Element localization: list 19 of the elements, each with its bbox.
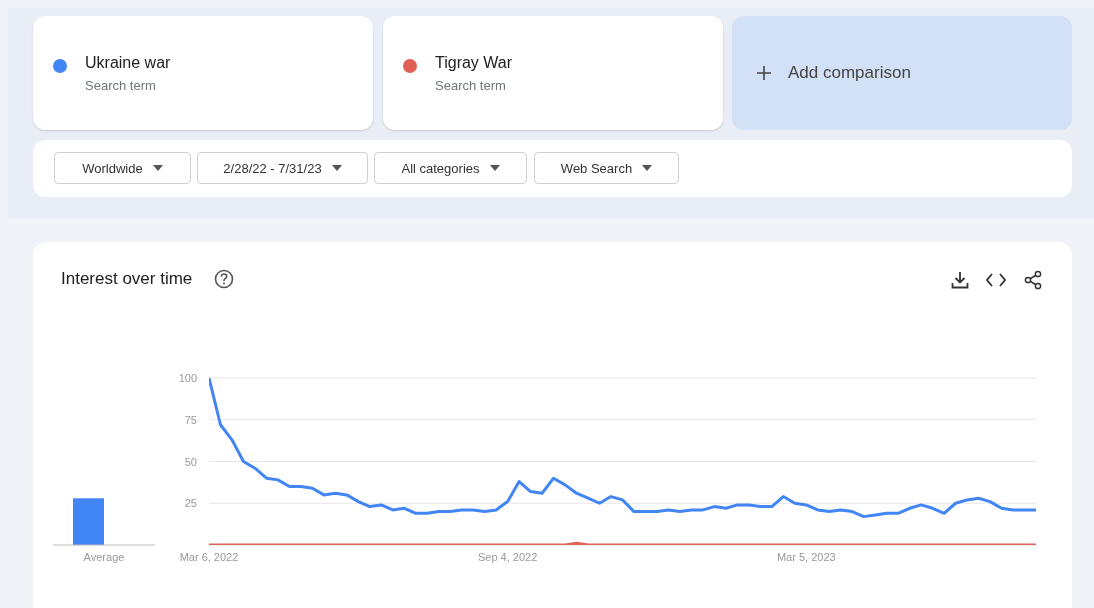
text: Search term: [85, 78, 156, 93]
legend-label: Ukraine war: [85, 54, 171, 72]
text: Search term: [435, 78, 506, 93]
y-tick-label: 100: [178, 372, 197, 384]
y-tick-label: 25: [184, 497, 197, 510]
text: Worldwide: [82, 160, 143, 176]
line-series: [209, 378, 1036, 519]
text: Add comparison: [788, 63, 911, 83]
x-tick-label: Mar 6, 2022: [179, 550, 239, 563]
x-tick-label: Average: [83, 550, 125, 563]
x-tick-label: Sep 4, 2022: [477, 550, 538, 563]
y-tick-label: 75: [184, 413, 197, 426]
legend-label: Tigray War: [435, 54, 513, 72]
text: All categories: [401, 160, 480, 176]
text: Web Search: [560, 160, 633, 176]
text: 2/28/22 - 7/31/23: [223, 160, 322, 176]
chart-title: Interest over time: [61, 269, 193, 289]
y-tick-label: 50: [184, 455, 197, 468]
x-tick-label: Mar 5, 2023: [776, 550, 836, 563]
